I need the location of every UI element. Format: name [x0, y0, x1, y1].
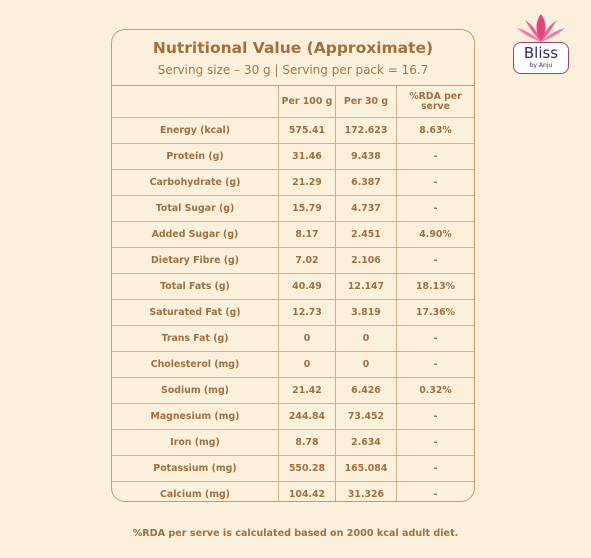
- nutrition-title: Nutritional Value (Approximate): [152, 39, 434, 57]
- serving-info: Serving size – 30 g | Serving per pack =…: [157, 63, 429, 77]
- nutrient-value: 0.32%: [396, 377, 474, 404]
- nutrient-value: 550.28: [278, 455, 336, 482]
- footnote: %RDA per serve is calculated based on 20…: [132, 528, 459, 539]
- nutrient-value: 244.84: [278, 403, 336, 430]
- nutrient-value: 8.63%: [396, 117, 474, 144]
- nutrient-value: 31.326: [335, 481, 397, 501]
- nutrient-name: Total Fats (g): [112, 273, 279, 300]
- table-row: Dietary Fibre (g) 7.02 2.106-: [112, 247, 474, 274]
- nutrient-value: 165.084: [335, 455, 397, 482]
- nutrient-value: 0: [278, 325, 336, 352]
- nutrient-value: 40.49: [278, 273, 336, 300]
- nutrient-name: Protein (g): [112, 143, 279, 170]
- table-row: Trans Fat (g) 0 0-: [112, 325, 474, 352]
- nutrient-value: 9.438: [335, 143, 397, 170]
- nutrient-value: 7.02: [278, 247, 336, 274]
- column-header: Per 30 g: [335, 86, 397, 118]
- nutrient-value: 2.451: [335, 221, 397, 248]
- nutrient-value: -: [396, 403, 474, 430]
- table-row: Sodium (mg) 21.42 6.426 0.32%: [112, 377, 474, 404]
- logo-tagline: by Anju: [529, 62, 553, 69]
- nutrient-value: 73.452: [335, 403, 397, 430]
- nutrient-name: Dietary Fibre (g): [112, 247, 279, 274]
- nutrient-name: Potassium (mg): [112, 455, 279, 482]
- table-row: Magnesium (mg) 244.84 73.452-: [112, 403, 474, 430]
- nutrient-name: Added Sugar (g): [112, 221, 279, 248]
- nutrient-value: 12.147: [335, 273, 397, 300]
- nutrient-name: Saturated Fat (g): [112, 299, 279, 326]
- nutrient-value: 172.623: [335, 117, 397, 144]
- nutrient-value: -: [396, 169, 474, 196]
- nutrient-value: 4.737: [335, 195, 397, 222]
- nutrient-name: Carbohydrate (g): [112, 169, 279, 196]
- nutrient-value: 8.17: [278, 221, 336, 248]
- lotus-icon: [517, 14, 565, 42]
- nutrient-value: -: [396, 455, 474, 482]
- nutrient-value: 0: [335, 325, 397, 352]
- nutrient-value: 6.426: [335, 377, 397, 404]
- nutrient-value: 0: [278, 351, 336, 378]
- nutrient-name: Trans Fat (g): [112, 325, 279, 352]
- nutrient-value: 2.106: [335, 247, 397, 274]
- table-row: Protein (g) 31.46 9.438-: [112, 143, 474, 170]
- nutrient-value: -: [396, 325, 474, 352]
- nutrient-value: -: [396, 429, 474, 456]
- table-row: Total Fats (g) 40.49 12.147 18.13%: [112, 273, 474, 300]
- column-header: %RDA per serve: [396, 86, 474, 118]
- table-row: Added Sugar (g) 8.17 2.451 4.90%: [112, 221, 474, 248]
- nutrient-value: 15.79: [278, 195, 336, 222]
- nutrient-name: Calcium (mg): [112, 481, 279, 501]
- nutrient-value: 31.46: [278, 143, 336, 170]
- table-header-row: Per 100 g Per 30 g %RDA per serve: [112, 86, 474, 118]
- nutrient-name: Magnesium (mg): [112, 403, 279, 430]
- nutrient-name: Total Sugar (g): [112, 195, 279, 222]
- table-row: Calcium (mg) 104.42 31.326 -: [112, 481, 474, 501]
- column-header: Per 100 g: [278, 86, 336, 118]
- nutrient-name: Iron (mg): [112, 429, 279, 456]
- nutrient-value: 21.42: [278, 377, 336, 404]
- nutrient-value: 575.41: [278, 117, 336, 144]
- table-row: Saturated Fat (g) 12.73 3.819 17.36%: [112, 299, 474, 326]
- nutrient-value: 3.819: [335, 299, 397, 326]
- nutrient-value: -: [396, 143, 474, 170]
- table-row: Cholesterol (mg) 0 0-: [112, 351, 474, 378]
- nutrient-value: 104.42: [278, 481, 336, 501]
- nutrient-name: Cholesterol (mg): [112, 351, 279, 378]
- column-header: [112, 86, 279, 118]
- logo-badge: Bliss by Anju: [513, 42, 569, 74]
- brand-logo: Bliss by Anju: [511, 12, 575, 76]
- table-row: Potassium (mg) 550.28 165.084-: [112, 455, 474, 482]
- nutrient-name: Sodium (mg): [112, 377, 279, 404]
- nutrient-value: -: [396, 351, 474, 378]
- table-row: Energy (kcal) 575.41 172.623 8.63%: [112, 117, 474, 144]
- nutrient-value: 12.73: [278, 299, 336, 326]
- table-row: Total Sugar (g) 15.79 4.737-: [112, 195, 474, 222]
- nutrition-card: Nutritional Value (Approximate) Serving …: [111, 29, 475, 502]
- table-row: Iron (mg) 8.78 2.634-: [112, 429, 474, 456]
- nutrition-table: Per 100 g Per 30 g %RDA per serve Energy (k…: [112, 86, 474, 501]
- nutrient-value: 21.29: [278, 169, 336, 196]
- nutrient-value: 17.36%: [396, 299, 474, 326]
- nutrient-value: 6.387: [335, 169, 397, 196]
- nutrient-value: 0: [335, 351, 397, 378]
- nutrient-value: 4.90%: [396, 221, 474, 248]
- nutrient-value: -: [433, 489, 438, 500]
- nutrient-name: Energy (kcal): [112, 117, 279, 144]
- logo-wordmark: Bliss: [523, 44, 559, 62]
- nutrient-value: -: [396, 247, 474, 274]
- nutrient-value: 18.13%: [396, 273, 474, 300]
- nutrient-value: 2.634: [335, 429, 397, 456]
- nutrition-header: Nutritional Value (Approximate) Serving …: [112, 30, 474, 86]
- nutrient-value: 8.78: [278, 429, 336, 456]
- nutrient-value: -: [396, 195, 474, 222]
- table-row: Carbohydrate (g) 21.29 6.387-: [112, 169, 474, 196]
